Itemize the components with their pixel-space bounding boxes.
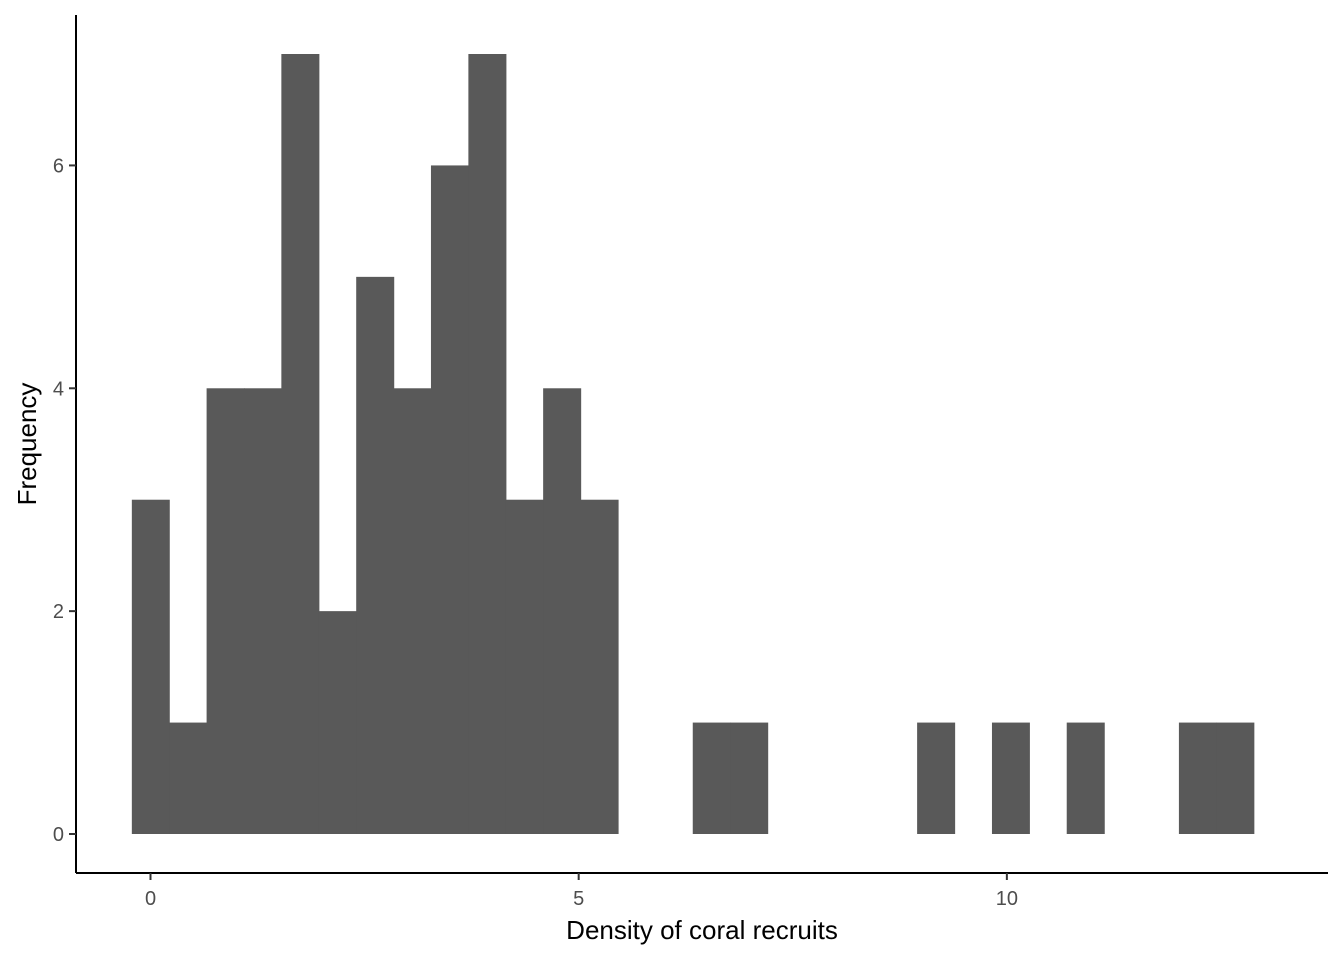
histogram-bar xyxy=(692,722,731,834)
y-tick-label: 6 xyxy=(53,155,64,177)
histogram-bars xyxy=(131,54,1255,834)
histogram-bar xyxy=(1066,722,1105,834)
histogram-bar xyxy=(356,276,395,834)
histogram-bar xyxy=(917,722,956,834)
y-axis-ticks: 0 2 4 6 xyxy=(53,155,76,846)
histogram-bar xyxy=(468,54,507,834)
x-tick-label: 10 xyxy=(996,888,1018,910)
histogram-bar xyxy=(318,611,357,834)
histogram-bar xyxy=(281,54,320,834)
histogram-bar xyxy=(543,388,582,834)
histogram-bar xyxy=(244,388,282,834)
histogram-bar xyxy=(991,722,1030,834)
x-tick-label: 0 xyxy=(145,888,156,910)
histogram-bar xyxy=(131,499,170,834)
x-tick-label: 5 xyxy=(573,888,584,910)
histogram-bar xyxy=(169,722,208,834)
y-tick-label: 4 xyxy=(53,378,64,400)
histogram-bar xyxy=(393,388,432,834)
histogram-bar xyxy=(206,388,245,834)
histogram-bar xyxy=(1216,722,1255,834)
y-axis-title: Frequency xyxy=(12,383,42,506)
y-tick-label: 2 xyxy=(53,601,64,623)
histogram-bar xyxy=(730,722,769,834)
x-axis-title: Density of coral recruits xyxy=(566,915,838,945)
histogram-bar xyxy=(505,499,544,834)
y-tick-label: 0 xyxy=(53,824,64,846)
histogram-bar xyxy=(1178,722,1217,834)
histogram-bar xyxy=(430,165,469,834)
histogram-bar xyxy=(580,499,619,834)
x-axis-ticks: 0 5 10 xyxy=(145,873,1018,910)
